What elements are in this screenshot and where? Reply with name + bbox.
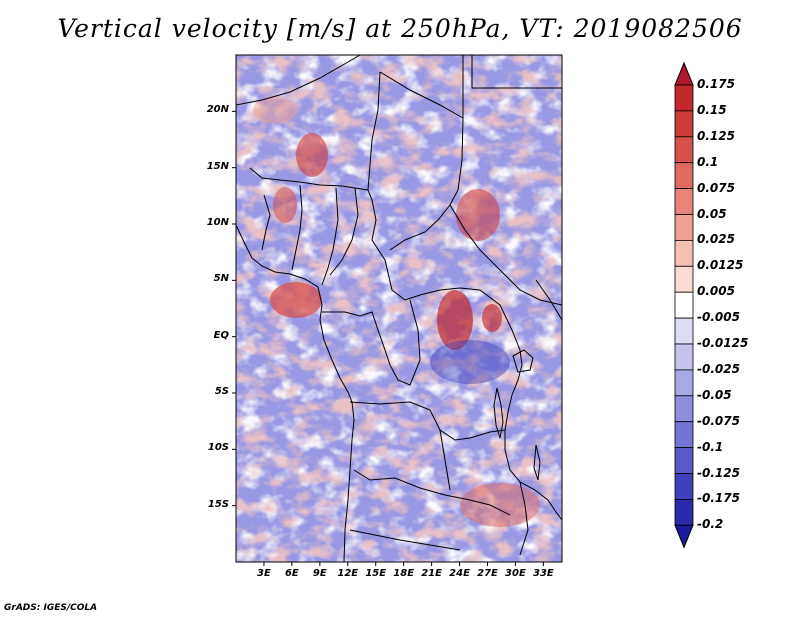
colorbar-segment: [674, 421, 694, 449]
colorbar-segment: [674, 369, 694, 397]
border: [535, 279, 562, 321]
border: [291, 184, 303, 271]
border: [379, 71, 464, 119]
border: [389, 299, 421, 386]
strong-cells: [253, 96, 540, 527]
colorbar-segment: [674, 110, 694, 138]
lon-label: 9E: [312, 568, 327, 579]
updraft-cell: [456, 189, 500, 241]
lat-label: 15S: [207, 498, 229, 510]
downdraft-cell: [430, 340, 510, 384]
updraft-cell: [273, 187, 297, 223]
coastline: [236, 224, 355, 562]
lon-label: 27E: [477, 568, 498, 579]
border: [236, 55, 361, 106]
colorbar-label: -0.075: [697, 413, 740, 428]
colorbar-segment: [674, 188, 694, 215]
grads-credit: GrADS: IGES/COLA: [4, 603, 98, 613]
updraft-cell: [482, 304, 502, 332]
lake-tanganyika: [493, 387, 504, 439]
lon-label: 33E: [532, 568, 554, 579]
colorbar-segment: [674, 239, 694, 267]
colorbar-label: 0.005: [697, 284, 735, 299]
colorbar-top-triangle: [674, 61, 694, 86]
colorbar-label: -0.2: [697, 517, 724, 532]
border: [449, 204, 562, 306]
colorbar-label: -0.125: [697, 465, 740, 480]
lat-label: 10N: [206, 217, 229, 228]
colorbar-segment: [674, 343, 694, 371]
lat-label: EQ: [213, 329, 229, 341]
figure-title: Vertical velocity [m/s] at 250hPa, VT: 2…: [57, 14, 743, 43]
colorbar-bottom-triangle: [674, 524, 694, 549]
border: [249, 167, 369, 191]
colorbar-segment: [674, 317, 694, 345]
map-panel: [232, 54, 563, 566]
colorbar-segment: [674, 291, 694, 319]
border: [322, 311, 391, 366]
colorbar-label: 0.125: [697, 128, 735, 143]
lat-label: 10S: [207, 442, 229, 454]
border: [367, 71, 393, 291]
border: [349, 529, 461, 551]
lon-label: 24E: [449, 568, 470, 579]
lat-label: 5S: [214, 386, 229, 397]
lon-label: 15E: [365, 568, 387, 579]
colorbar-segment: [674, 162, 694, 189]
colorbar-label: 0.075: [697, 180, 735, 195]
lon-label: 12E: [337, 568, 359, 579]
colorbar-label: 0.15: [697, 102, 727, 117]
colorbar-label: -0.1: [697, 439, 724, 454]
colorbar-label: 0.175: [697, 77, 735, 91]
colorbar-segment: [674, 84, 694, 112]
colorbar-label: -0.0125: [697, 336, 749, 350]
lat-label: 5N: [213, 273, 229, 285]
lon-label: 18E: [393, 568, 415, 579]
updraft-cell: [253, 96, 297, 124]
colorbar-label: -0.025: [697, 361, 740, 376]
border: [519, 481, 529, 556]
latitude-ticks: [232, 110, 236, 507]
colorbar-segment: [674, 136, 694, 164]
colorbar-segment: [674, 498, 694, 526]
border: [329, 187, 359, 276]
colorbar: [674, 61, 694, 549]
border: [471, 55, 562, 89]
updraft-cell: [460, 483, 540, 527]
lon-label: 3E: [257, 568, 271, 579]
colorbar-label: -0.175: [697, 491, 740, 506]
lake-victoria: [512, 349, 534, 373]
lon-label: 21E: [421, 568, 442, 579]
map-frame: [235, 54, 563, 563]
lat-label: 20N: [206, 104, 229, 116]
border: [353, 469, 511, 516]
border: [321, 187, 339, 286]
updraft-cell: [296, 133, 328, 177]
updraft-cell: [437, 290, 473, 350]
colorbar-label: -0.05: [697, 387, 732, 402]
colorbar-segment: [674, 395, 694, 423]
colorbar-segment: [674, 473, 694, 500]
colorbar-segment: [674, 265, 694, 293]
colorbar-label: 0.025: [697, 232, 735, 247]
political-borders: [236, 55, 562, 562]
colorbar-label: -0.005: [697, 310, 740, 325]
longitude-ticks: [263, 562, 544, 566]
lake-malawi: [533, 444, 541, 481]
border: [261, 194, 271, 251]
border: [439, 429, 451, 491]
lon-label: 6E: [284, 568, 299, 579]
border: [391, 287, 521, 351]
coastline: [504, 349, 562, 521]
colorbar-label: 0.1: [697, 154, 719, 169]
colorbar-segment: [674, 447, 694, 474]
colorbar-label: 0.0125: [697, 258, 744, 273]
lon-label: 30E: [505, 568, 526, 579]
updraft-cell: [270, 282, 322, 318]
lat-label: 15N: [206, 160, 229, 172]
colorbar-label: 0.05: [697, 206, 727, 221]
colorbar-segment: [674, 214, 694, 241]
